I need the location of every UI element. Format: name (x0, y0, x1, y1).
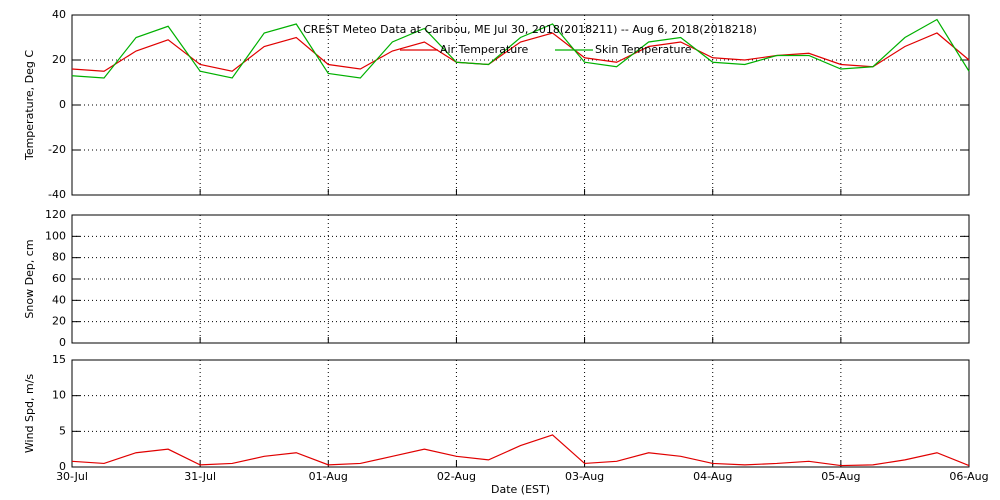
y-tick-label: 20 (52, 53, 66, 66)
y-tick-label: 40 (52, 8, 66, 21)
y-tick-label: 20 (52, 315, 66, 328)
y-tick-label: 0 (59, 460, 66, 473)
y-tick-label: 100 (45, 229, 66, 242)
x-tick-label: 31-Jul (184, 470, 216, 483)
y-axis-label: Temperature, Deg C (23, 50, 36, 161)
y-tick-label: 5 (59, 424, 66, 437)
legend-label: Skin Temperature (595, 43, 692, 56)
x-tick-label: 05-Aug (821, 470, 860, 483)
x-tick-label: 02-Aug (437, 470, 476, 483)
chart-title: CREST Meteo Data at Caribou, ME Jul 30, … (303, 23, 757, 36)
y-tick-label: -40 (48, 188, 66, 201)
legend-label: Air Temperature (440, 43, 529, 56)
data-line (71, 434, 970, 467)
plot-frame (71, 359, 970, 468)
y-tick-label: 0 (59, 336, 66, 349)
x-tick-label: 30-Jul (56, 470, 88, 483)
y-tick-label: 40 (52, 293, 66, 306)
x-tick-label: 06-Aug (949, 470, 988, 483)
y-tick-label: 60 (52, 272, 66, 285)
data-line (71, 32, 970, 72)
y-tick-label: 120 (45, 208, 66, 221)
x-tick-label: 01-Aug (309, 470, 348, 483)
y-tick-label: -20 (48, 143, 66, 156)
data-line (71, 18, 970, 79)
y-axis-label: Wind Spd, m/s (23, 374, 36, 454)
y-tick-label: 15 (52, 353, 66, 366)
y-tick-label: 0 (59, 98, 66, 111)
y-tick-label: 10 (52, 389, 66, 402)
x-tick-label: 04-Aug (693, 470, 732, 483)
y-axis-label: Snow Dep, cm (23, 239, 36, 318)
x-axis-label: Date (EST) (491, 483, 550, 496)
y-tick-label: 80 (52, 251, 66, 264)
x-tick-label: 03-Aug (565, 470, 604, 483)
